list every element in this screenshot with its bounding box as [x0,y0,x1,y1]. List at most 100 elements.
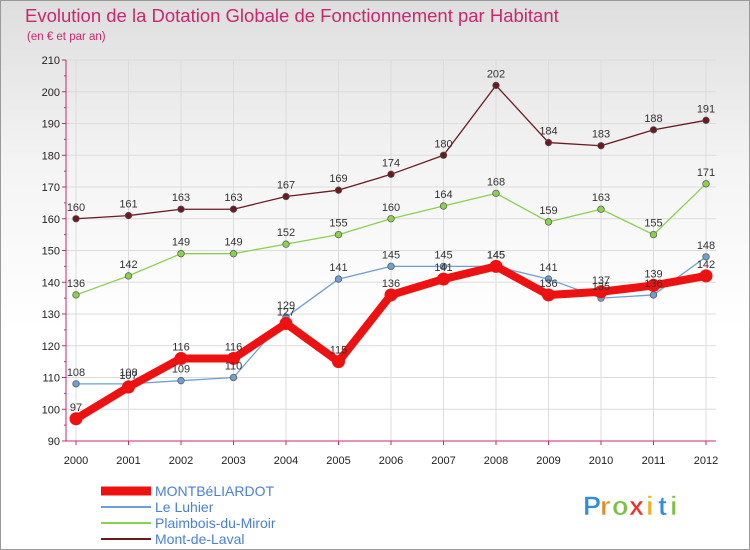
y-tick-label: 170 [42,182,60,194]
data-point [384,288,398,302]
data-point [387,262,395,271]
y-tick-label: 120 [42,341,60,353]
data-label: 188 [644,113,662,125]
data-point [649,126,658,134]
data-label: 141 [539,262,557,274]
data-point [439,202,448,210]
data-point [649,230,658,239]
data-point [439,262,448,271]
y-tick-label: 110 [42,373,60,385]
data-point [544,138,553,147]
data-point [72,215,80,223]
y-tick-label: 130 [42,309,60,321]
data-point [177,377,185,385]
data-point [439,151,448,159]
data-label: 152 [277,227,295,239]
data-label: 142 [697,259,715,271]
data-point [282,240,290,248]
x-tick-label: 2012 [694,455,718,467]
data-label: 141 [329,262,347,274]
data-point [282,192,290,201]
x-tick-label: 2006 [379,455,403,467]
x-tick-label: 2000 [64,455,88,467]
data-point [387,215,395,223]
data-label: 137 [592,275,610,287]
data-label: 163 [592,192,610,204]
series-layer [69,81,713,426]
x-tick-label: 2011 [642,455,666,467]
data-label: 139 [644,268,662,280]
data-point [334,230,343,239]
y-tick-label: 200 [42,87,60,99]
data-label: 180 [434,138,452,150]
data-point [702,116,710,124]
data-point [174,351,188,365]
logo-letter: t [658,491,667,521]
data-label: 160 [67,202,85,214]
data-label: 136 [644,278,662,290]
data-point [492,81,500,90]
data-label: 148 [697,240,715,252]
data-point [72,380,80,388]
data-label: 108 [119,367,137,379]
data-label: 145 [382,249,400,261]
x-tick-label: 2001 [116,455,140,467]
data-point [647,278,660,292]
data-label: 191 [697,103,715,115]
data-label: 183 [592,129,610,141]
x-tick-label: 2007 [431,455,455,467]
data-label: 160 [382,202,400,214]
data-point [334,275,343,283]
data-label: 163 [172,192,190,204]
data-point [177,205,185,213]
data-label: 161 [119,199,137,211]
data-point [594,285,608,299]
data-point [227,351,240,365]
data-label: 110 [225,361,243,373]
data-label: 155 [644,218,662,230]
data-label: 202 [487,68,505,80]
data-point [229,205,238,213]
x-axis-ticks: 2000 2001 2002 2003 2004 2005 2006 2007 2008 2009… [64,441,718,467]
proxiti-logo: Pr o x i t i [583,491,678,522]
data-label: 159 [539,205,557,217]
data-label: 145 [434,249,452,261]
y-tick-label: 90 [48,436,60,448]
chart-title: Evolution de la Dotation Globale de Fonc… [25,5,559,26]
data-label: 169 [329,173,347,185]
chart-subtitle: (en € et par an) [27,31,106,43]
data-point [649,291,658,299]
data-point [124,272,133,280]
data-point [279,317,293,331]
data-label: 171 [697,167,715,179]
data-point [387,170,395,178]
data-point [544,275,553,283]
data-label: 167 [277,180,295,192]
data-label: 109 [172,364,190,376]
data-label: 115 [330,345,348,357]
legend-label: Le Luhier [155,499,214,515]
data-point [229,373,238,382]
data-label: 97 [70,402,82,414]
data-point [229,250,238,258]
logo-letter: P [583,491,601,521]
x-tick-label: 2005 [326,455,350,467]
data-point [122,380,135,394]
data-label: 127 [277,307,295,319]
x-tick-label: 2004 [274,455,298,467]
legend-label: Plaimbois-du-Miroir [155,515,276,531]
data-label: 142 [119,259,137,271]
y-tick-label: 100 [42,404,60,416]
data-point [489,259,503,273]
data-label: 163 [224,192,242,204]
data-label: 149 [224,237,242,249]
data-label: 155 [329,218,347,230]
data-label: 149 [172,237,190,249]
logo-letter: i [670,491,678,521]
data-label: 168 [487,176,505,188]
data-label: 141 [434,262,452,274]
data-point [177,250,185,258]
data-point [702,253,710,261]
